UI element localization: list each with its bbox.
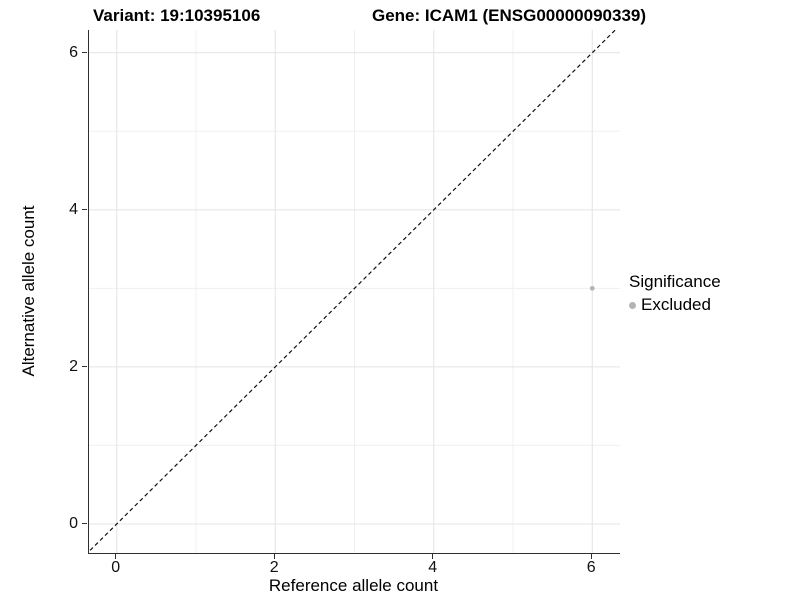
x-axis-tick bbox=[273, 554, 275, 559]
y-axis-tick-label: 2 bbox=[69, 357, 78, 375]
legend-title: Significance bbox=[629, 272, 721, 291]
y-axis-tick-label: 4 bbox=[69, 200, 78, 218]
x-axis-tick-label: 4 bbox=[428, 559, 438, 576]
x-axis-title: Reference allele count bbox=[268, 576, 439, 595]
y-axis-tick-label: 0 bbox=[69, 514, 78, 532]
y-axis-tick-label: 6 bbox=[69, 43, 78, 61]
y-axis-tick bbox=[82, 366, 87, 368]
y-axis-title: Alternative allele count bbox=[19, 205, 38, 377]
legend-item-label: Excluded bbox=[641, 295, 711, 314]
plot-title-gene: Gene: ICAM1 (ENSG00000090339) bbox=[372, 6, 647, 25]
x-axis-tick-label: 6 bbox=[586, 559, 596, 576]
x-axis-tick bbox=[590, 554, 592, 559]
plot-canvas bbox=[89, 30, 620, 553]
legend: Significance Excluded bbox=[629, 272, 721, 315]
x-axis-tick-label: 2 bbox=[269, 559, 279, 576]
x-axis-tick bbox=[115, 554, 117, 559]
identity-dashed-line bbox=[89, 30, 617, 553]
data-point bbox=[589, 285, 595, 291]
y-axis-tick bbox=[82, 209, 87, 211]
legend-item-excluded: Excluded bbox=[629, 295, 721, 315]
plot-title-variant: Variant: 19:10395106 bbox=[93, 6, 261, 25]
legend-point-icon bbox=[629, 301, 636, 309]
x-axis-tick-label: 0 bbox=[111, 559, 121, 576]
y-axis-tick bbox=[82, 523, 87, 525]
plot-panel bbox=[88, 30, 620, 554]
y-axis-tick bbox=[82, 52, 87, 54]
x-axis-tick bbox=[432, 554, 434, 559]
